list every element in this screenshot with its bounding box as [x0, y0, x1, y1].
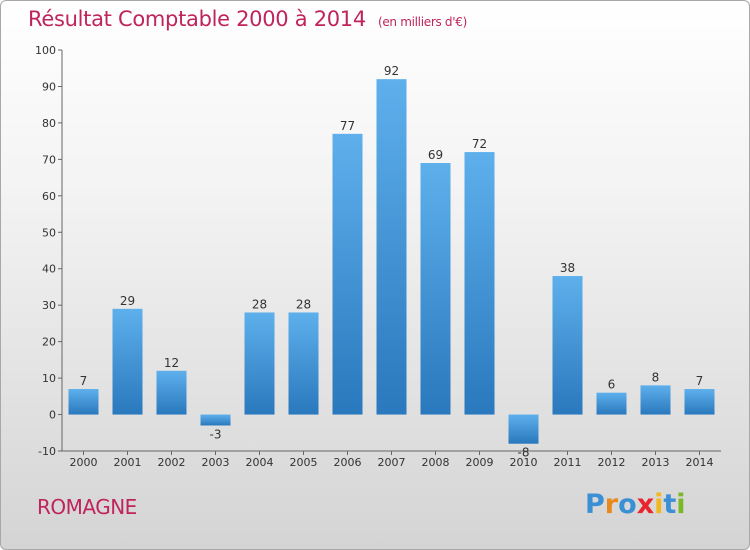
- y-tick-label: 90: [42, 80, 56, 93]
- logo-letter: P: [585, 489, 605, 520]
- x-tick-label: 2013: [642, 456, 670, 469]
- bar-2013[interactable]: [640, 385, 671, 415]
- x-tick-label: 2008: [422, 456, 450, 469]
- x-tick-label: 2002: [158, 456, 186, 469]
- bar-value-label: 7: [80, 374, 88, 388]
- x-tick-label: 2006: [334, 456, 362, 469]
- bar-value-label: -8: [518, 446, 530, 460]
- x-tick-label: 2004: [246, 456, 274, 469]
- bar-2003[interactable]: [200, 414, 231, 426]
- bar-value-label: 28: [296, 297, 311, 311]
- bar-value-label: 92: [384, 64, 399, 78]
- bar-2011[interactable]: [552, 276, 583, 415]
- bar-2009[interactable]: [464, 152, 495, 415]
- x-tick-label: 2007: [378, 456, 406, 469]
- y-tick-label: 0: [49, 409, 56, 422]
- bar-2005[interactable]: [288, 312, 319, 415]
- bar-value-label: 12: [164, 356, 179, 370]
- proxiti-logo[interactable]: Proxiti: [585, 489, 686, 520]
- chart-title: Résultat Comptable 2000 à 2014 (en millie…: [28, 7, 467, 31]
- y-tick-label: 30: [42, 299, 56, 312]
- bar-value-label: 29: [120, 294, 135, 308]
- bar-value-label: 6: [608, 378, 616, 392]
- x-tick-label: 2009: [466, 456, 494, 469]
- x-tick-label: 2012: [598, 456, 626, 469]
- bar-2000[interactable]: [68, 389, 99, 415]
- logo-letter: x: [636, 489, 655, 520]
- logo-letter: i: [654, 489, 664, 520]
- bar-2001[interactable]: [112, 308, 143, 415]
- bar-value-label: 8: [652, 370, 660, 384]
- bar-2008[interactable]: [420, 163, 451, 415]
- chart-subtitle: (en milliers d'€): [377, 15, 467, 29]
- bar-2002[interactable]: [156, 370, 187, 415]
- x-tick-label: 2014: [686, 456, 714, 469]
- chart-title-text: Résultat Comptable 2000 à 2014: [28, 7, 366, 31]
- y-tick-label: 60: [42, 190, 56, 203]
- x-tick-label: 2005: [290, 456, 318, 469]
- commune-name: ROMAGNE: [37, 495, 137, 519]
- bar-2004[interactable]: [244, 312, 275, 415]
- logo-letter: i: [676, 489, 686, 520]
- x-tick-label: 2003: [202, 456, 230, 469]
- x-tick-label: 2000: [70, 456, 98, 469]
- y-tick-label: 10: [42, 372, 56, 385]
- bar-value-label: 77: [340, 119, 355, 133]
- bar-2014[interactable]: [684, 389, 715, 415]
- y-tick-label: 80: [42, 117, 56, 130]
- bar-value-label: 72: [472, 137, 487, 151]
- y-tick-label: 40: [42, 263, 56, 276]
- y-tick-label: 70: [42, 153, 56, 166]
- bar-value-label: 28: [252, 297, 267, 311]
- bar-2012[interactable]: [596, 392, 627, 415]
- y-tick-label: 100: [35, 44, 56, 57]
- bar-2007[interactable]: [376, 79, 407, 415]
- logo-letter: o: [618, 489, 637, 520]
- logo-letter: t: [663, 489, 677, 520]
- bar-value-label: 38: [560, 261, 575, 275]
- bar-2010[interactable]: [508, 414, 539, 444]
- y-tick-label: 20: [42, 336, 56, 349]
- x-tick-label: 2001: [114, 456, 142, 469]
- bar-value-label: -3: [210, 427, 222, 441]
- bar-2006[interactable]: [332, 133, 363, 415]
- y-tick-label: -10: [38, 445, 56, 458]
- bar-value-label: 7: [696, 374, 704, 388]
- logo-letter: r: [604, 489, 619, 520]
- x-tick-label: 2010: [510, 456, 538, 469]
- x-tick-label: 2011: [554, 456, 582, 469]
- y-tick-label: 50: [42, 226, 56, 239]
- bar-value-label: 69: [428, 148, 443, 162]
